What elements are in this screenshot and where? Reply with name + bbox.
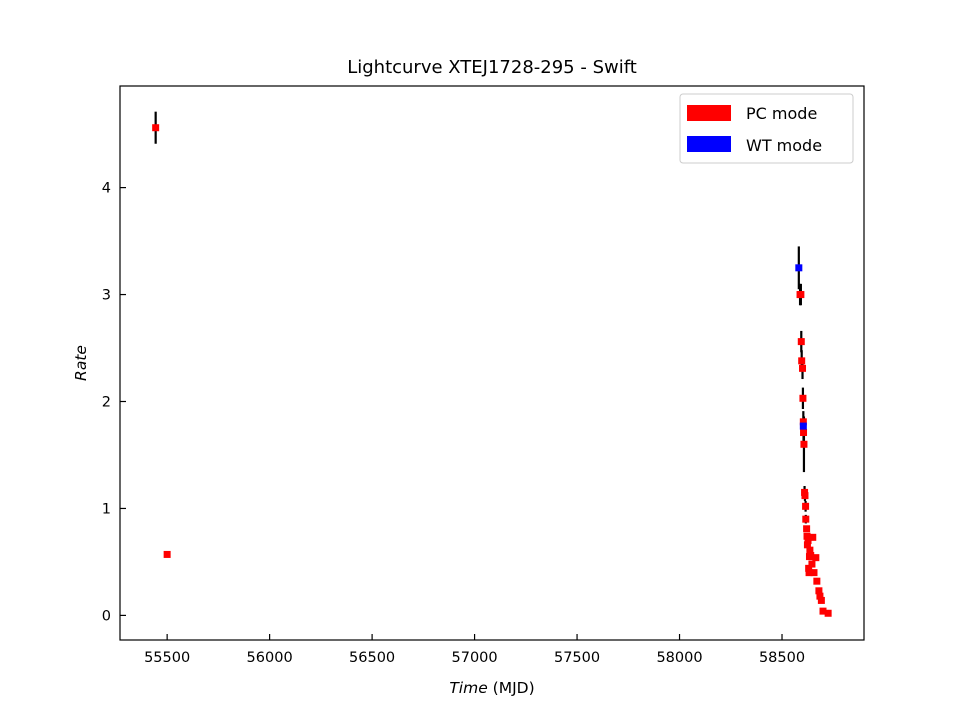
x-tick-label: 57500: [554, 650, 600, 666]
point-pc-mode: [798, 357, 806, 365]
point-pc-mode: [800, 429, 808, 437]
point-wt-mode: [795, 264, 803, 272]
y-tick-label: 4: [102, 181, 111, 197]
y-tick-label: 1: [102, 501, 111, 517]
axis-ticks: 55500 56000 56500 57000 57500 58000 58500 0 1 2 3 4: [102, 181, 805, 666]
point-pc-mode: [808, 560, 816, 568]
point-pc-mode: [817, 596, 825, 604]
point-pc-mode: [804, 537, 812, 545]
point-pc-mode: [799, 364, 807, 372]
x-tick-label: 58500: [759, 650, 805, 666]
point-wt-mode: [799, 422, 807, 430]
x-tick-label: 56500: [349, 650, 395, 666]
point-pc-mode: [802, 502, 810, 510]
legend-label-wt: WT mode: [746, 136, 822, 155]
point-pc-mode: [816, 592, 824, 600]
point-pc-mode: [803, 525, 811, 533]
point-pc-mode: [810, 569, 818, 577]
legend-swatch-pc: [687, 105, 731, 121]
point-pc-mode: [815, 587, 823, 595]
point-pc-mode: [799, 394, 807, 402]
x-tick-label: 55500: [144, 650, 190, 666]
point-pc-mode: [824, 609, 832, 617]
point-pc-mode: [163, 550, 171, 558]
point-pc-mode: [797, 291, 805, 299]
x-tick-label: 56000: [247, 650, 293, 666]
point-pc-mode: [819, 607, 827, 615]
x-tick-label: 58000: [656, 650, 702, 666]
point-pc-mode: [152, 124, 160, 132]
x-tick-label: 57000: [452, 650, 498, 666]
legend-label-pc: PC mode: [746, 104, 817, 123]
point-pc-mode: [797, 338, 805, 346]
point-pc-mode: [809, 533, 817, 541]
x-axis-label: Time (MJD): [449, 679, 534, 697]
point-pc-mode: [799, 418, 807, 426]
x-axis-label-main: Time: [449, 679, 492, 697]
x-axis-label-unit: (MJD): [493, 679, 535, 697]
axes-frame: [119, 85, 865, 641]
legend: PC mode WT mode: [679, 93, 854, 164]
chart-title: Lightcurve XTEJ1728-295 - Swift: [347, 57, 637, 78]
point-pc-mode: [813, 577, 821, 585]
point-pc-mode: [805, 564, 813, 572]
point-pc-mode: [807, 552, 815, 560]
point-pc-mode: [803, 541, 811, 549]
point-pc-mode: [812, 554, 820, 562]
point-pc-mode: [803, 532, 811, 540]
y-tick-label: 3: [102, 288, 111, 304]
point-pc-mode: [805, 569, 813, 577]
y-tick-label: 2: [102, 395, 111, 411]
legend-swatch-wt: [687, 136, 731, 152]
y-axis-label: Rate: [72, 345, 90, 381]
point-pc-mode: [800, 440, 808, 448]
plot-area: [152, 111, 832, 617]
point-pc-mode: [806, 546, 814, 554]
point-pc-mode: [802, 515, 810, 523]
y-tick-label: 0: [102, 608, 111, 624]
point-pc-mode: [801, 492, 809, 500]
